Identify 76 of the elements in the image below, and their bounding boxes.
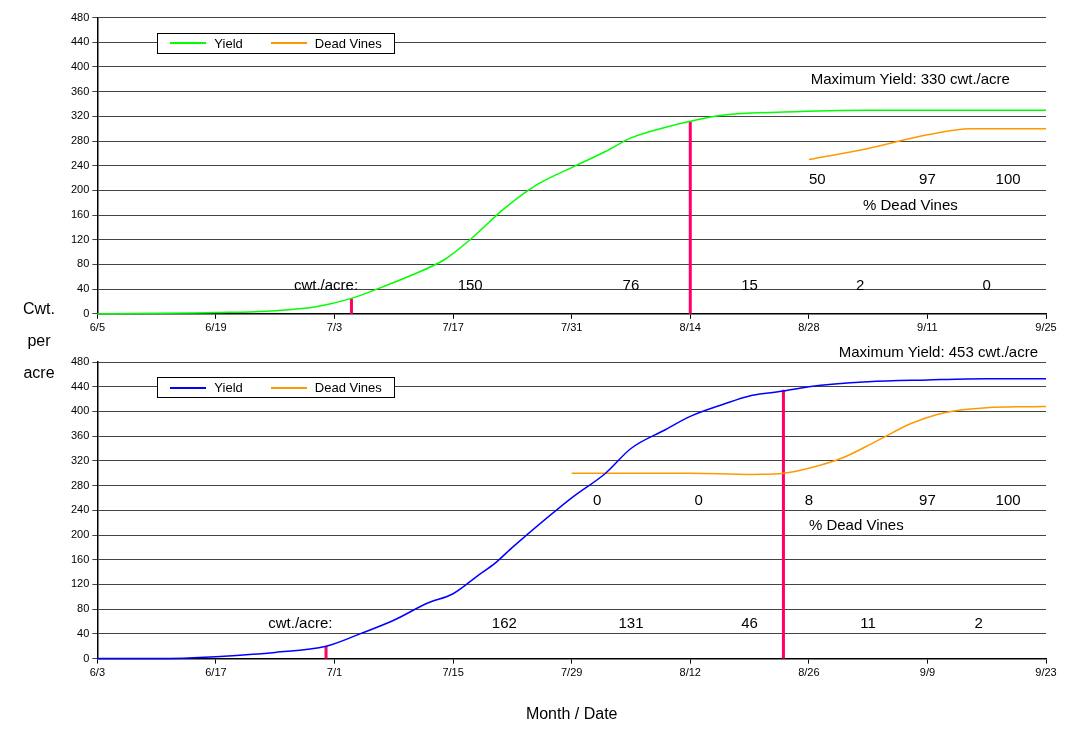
y-tick-label: 240 <box>70 158 90 171</box>
y-tick-label: 120 <box>70 232 90 245</box>
y-tick-label: 440 <box>70 35 90 48</box>
legend-label: Yield <box>214 380 243 395</box>
y-tick-label: 320 <box>70 453 90 466</box>
y-tick-label: 280 <box>70 134 90 147</box>
y-tick-label: 200 <box>70 528 90 541</box>
x-tick-label: 7/17 <box>442 321 464 334</box>
y-tick-label: 200 <box>70 183 90 196</box>
y-tick-label: 120 <box>70 577 90 590</box>
annotation: 150 <box>457 276 483 294</box>
x-tick-label: 7/1 <box>326 666 343 679</box>
x-tick-label: 9/9 <box>919 666 936 679</box>
annotation: cwt./acre: <box>293 276 359 294</box>
annotation: 2 <box>974 614 983 632</box>
annotation: 0 <box>694 490 703 508</box>
line-series <box>808 127 1047 161</box>
annotation: 97 <box>919 490 936 508</box>
x-tick-label: 6/3 <box>89 666 105 679</box>
y-tick-label: 40 <box>77 626 90 639</box>
y-tick-label: 440 <box>70 379 90 392</box>
legend-label: Dead Vines <box>314 35 382 51</box>
x-tick-label: 8/12 <box>679 666 701 679</box>
x-tick-label: 8/26 <box>798 666 820 679</box>
y-tick-label: 480 <box>70 10 90 23</box>
legend-label: Yield <box>214 35 243 51</box>
y-tick-label: 400 <box>70 60 90 72</box>
y-tick-label: 160 <box>70 208 90 221</box>
y-tick-label: 280 <box>70 478 90 491</box>
x-tick-label: 6/5 <box>89 321 105 334</box>
x-tick-label: 9/25 <box>1035 321 1057 334</box>
y-tick-label: 40 <box>77 282 90 295</box>
chart-subtitle: Maximum Yield: 453 cwt./acre <box>838 342 1038 360</box>
annotation: % Dead Vines <box>808 515 904 533</box>
annotation: 76 <box>622 276 640 294</box>
y-tick-label: 320 <box>70 109 90 122</box>
x-tick-label: 8/28 <box>798 321 820 334</box>
annotation: 100 <box>995 170 1021 188</box>
x-tick-label: 9/23 <box>1035 666 1057 679</box>
x-tick-label: 7/29 <box>560 666 583 679</box>
annotation: % Dead Vines <box>862 195 958 213</box>
x-tick-label: 7/15 <box>442 666 464 679</box>
annotation: Maximum Yield: 330 cwt./acre <box>810 69 1010 87</box>
y-tick-label: 360 <box>70 84 90 97</box>
annotation: 97 <box>919 170 936 188</box>
annotation: 8 <box>804 490 814 508</box>
x-tick-label: 8/14 <box>679 321 701 334</box>
annotation: 15 <box>741 276 758 294</box>
legend-label: Dead Vines <box>314 380 382 395</box>
annotation: 100 <box>995 490 1021 508</box>
annotation: 2 <box>855 276 865 294</box>
y-tick-label: 240 <box>70 503 90 516</box>
line-series <box>570 405 1047 476</box>
y-axis-title: Cwt. per acre <box>22 299 56 383</box>
annotation: 11 <box>860 614 876 632</box>
y-tick-label: 480 <box>70 355 90 368</box>
y-tick-label: 80 <box>77 257 90 270</box>
annotation: 46 <box>741 614 758 632</box>
y-tick-label: 360 <box>70 429 90 442</box>
y-tick-label: 400 <box>70 404 90 417</box>
annotation: 50 <box>809 170 826 188</box>
x-tick-label: 6/17 <box>205 666 227 679</box>
y-tick-label: 80 <box>77 602 90 615</box>
annotation: 0 <box>593 490 602 508</box>
x-axis-title: Month / Date <box>525 704 618 722</box>
annotation: 131 <box>618 614 644 632</box>
x-tick-label: 9/11 <box>917 321 938 334</box>
y-tick-label: 0 <box>83 306 90 319</box>
annotation: cwt./acre: <box>268 614 333 632</box>
x-tick-label: 6/19 <box>205 321 227 334</box>
y-tick-label: 0 <box>83 651 90 664</box>
x-tick-label: 7/31 <box>560 321 583 334</box>
annotation: 162 <box>491 614 517 632</box>
annotation: 0 <box>982 276 991 294</box>
y-tick-label: 160 <box>70 552 90 565</box>
x-tick-label: 7/3 <box>326 321 343 334</box>
